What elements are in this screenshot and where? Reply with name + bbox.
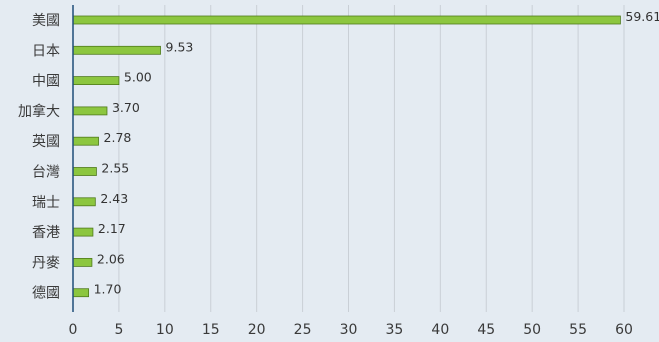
x-tick-label-5: 25	[294, 322, 312, 338]
data-label-9: 1.70	[94, 282, 122, 297]
x-tick-label-9: 45	[477, 322, 495, 338]
bar-4	[72, 136, 99, 146]
data-label-3: 3.70	[112, 100, 140, 115]
x-tick-label-4: 20	[248, 322, 266, 338]
category-label-5: 台灣	[32, 165, 60, 181]
x-tick-label-12: 60	[615, 322, 633, 338]
category-label-0: 美國	[32, 13, 60, 29]
category-label-9: 德國	[32, 286, 60, 302]
x-tick-label-10: 50	[523, 322, 541, 338]
data-label-6: 2.43	[100, 191, 128, 206]
x-tick-label-8: 40	[431, 322, 449, 338]
data-label-8: 2.06	[97, 251, 125, 266]
x-tick-label-7: 35	[386, 322, 404, 338]
bar-1	[72, 45, 161, 55]
bar-8	[72, 257, 93, 267]
category-label-3: 加拿大	[18, 103, 60, 120]
bar-9	[72, 288, 90, 298]
bars	[72, 15, 621, 298]
bar-0	[72, 15, 621, 25]
category-label-7: 香港	[32, 225, 60, 241]
bar-3	[72, 106, 108, 116]
bar-5	[72, 167, 97, 176]
bar-2	[72, 76, 120, 85]
x-tick-label-3: 15	[202, 322, 220, 338]
bar-6	[72, 197, 96, 207]
x-tick-label-0: 0	[69, 322, 78, 338]
data-label-2: 5.00	[124, 70, 152, 85]
bar-7	[72, 227, 94, 237]
labels: 0 5 10 15 20 25 30 35 40 45 50 55 60 美國 59.61 日本 9.53 中國 5…	[18, 9, 659, 338]
gridlines	[118, 5, 625, 312]
data-label-5: 2.55	[101, 161, 129, 176]
data-label-1: 9.53	[166, 39, 194, 54]
x-tick-label-6: 30	[340, 322, 358, 338]
data-label-0: 59.61	[625, 9, 659, 24]
category-label-2: 中國	[32, 74, 60, 90]
x-tick-label-2: 10	[156, 322, 174, 338]
category-label-6: 瑞士	[32, 195, 60, 211]
category-label-1: 日本	[32, 43, 60, 59]
x-tick-label-11: 55	[569, 322, 587, 338]
x-tick-label-1: 5	[114, 322, 123, 338]
category-label-8: 丹麥	[32, 255, 60, 271]
category-label-4: 英國	[32, 133, 60, 150]
data-label-7: 2.17	[98, 221, 126, 236]
data-label-4: 2.78	[104, 130, 132, 145]
